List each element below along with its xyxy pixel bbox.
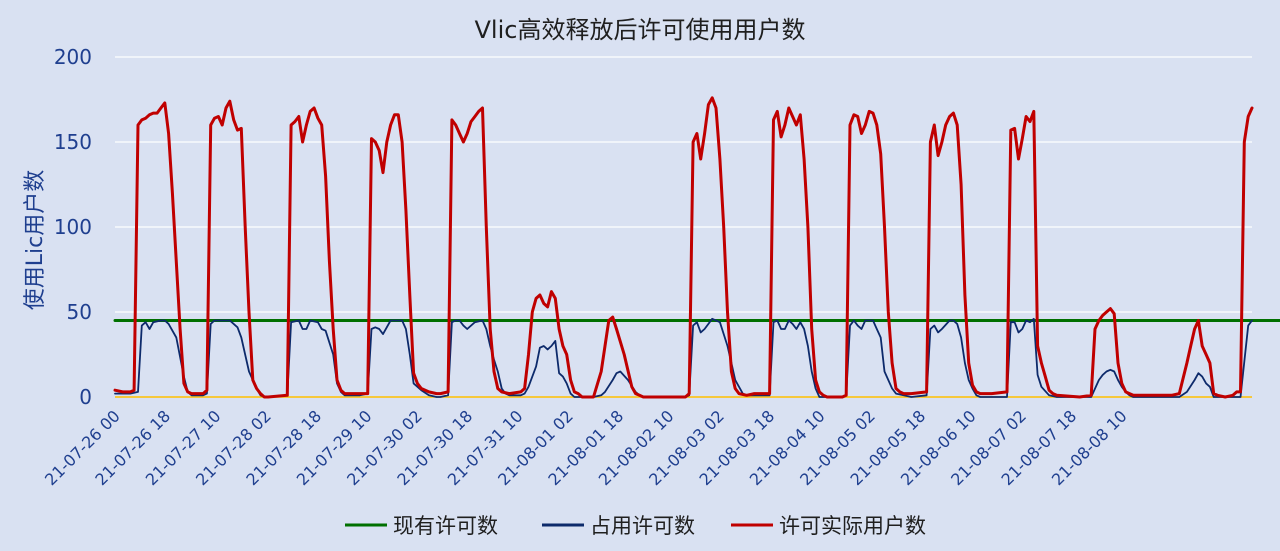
y-tick-label: 0: [79, 385, 92, 409]
y-tick-label: 100: [54, 215, 92, 239]
legend-label: 占用许可数: [590, 514, 695, 538]
y-tick-label: 50: [67, 300, 92, 324]
series-line-2: [113, 96, 1254, 399]
legend: 现有许可数 占用许可数 许可实际用户数: [345, 514, 926, 538]
chart-title: Vlic高效释放后许可使用用户数: [475, 16, 806, 44]
legend-label: 许可实际用户数: [779, 514, 926, 538]
gridlines: [115, 56, 1252, 313]
y-axis-ticks: 0 50 100 150 200: [54, 45, 92, 409]
y-axis-label: 使用Lic用户数: [23, 170, 48, 310]
series-group: [113, 96, 1280, 399]
legend-label: 现有许可数: [393, 514, 498, 538]
y-tick-label: 200: [54, 45, 92, 69]
y-tick-label: 150: [54, 130, 92, 154]
